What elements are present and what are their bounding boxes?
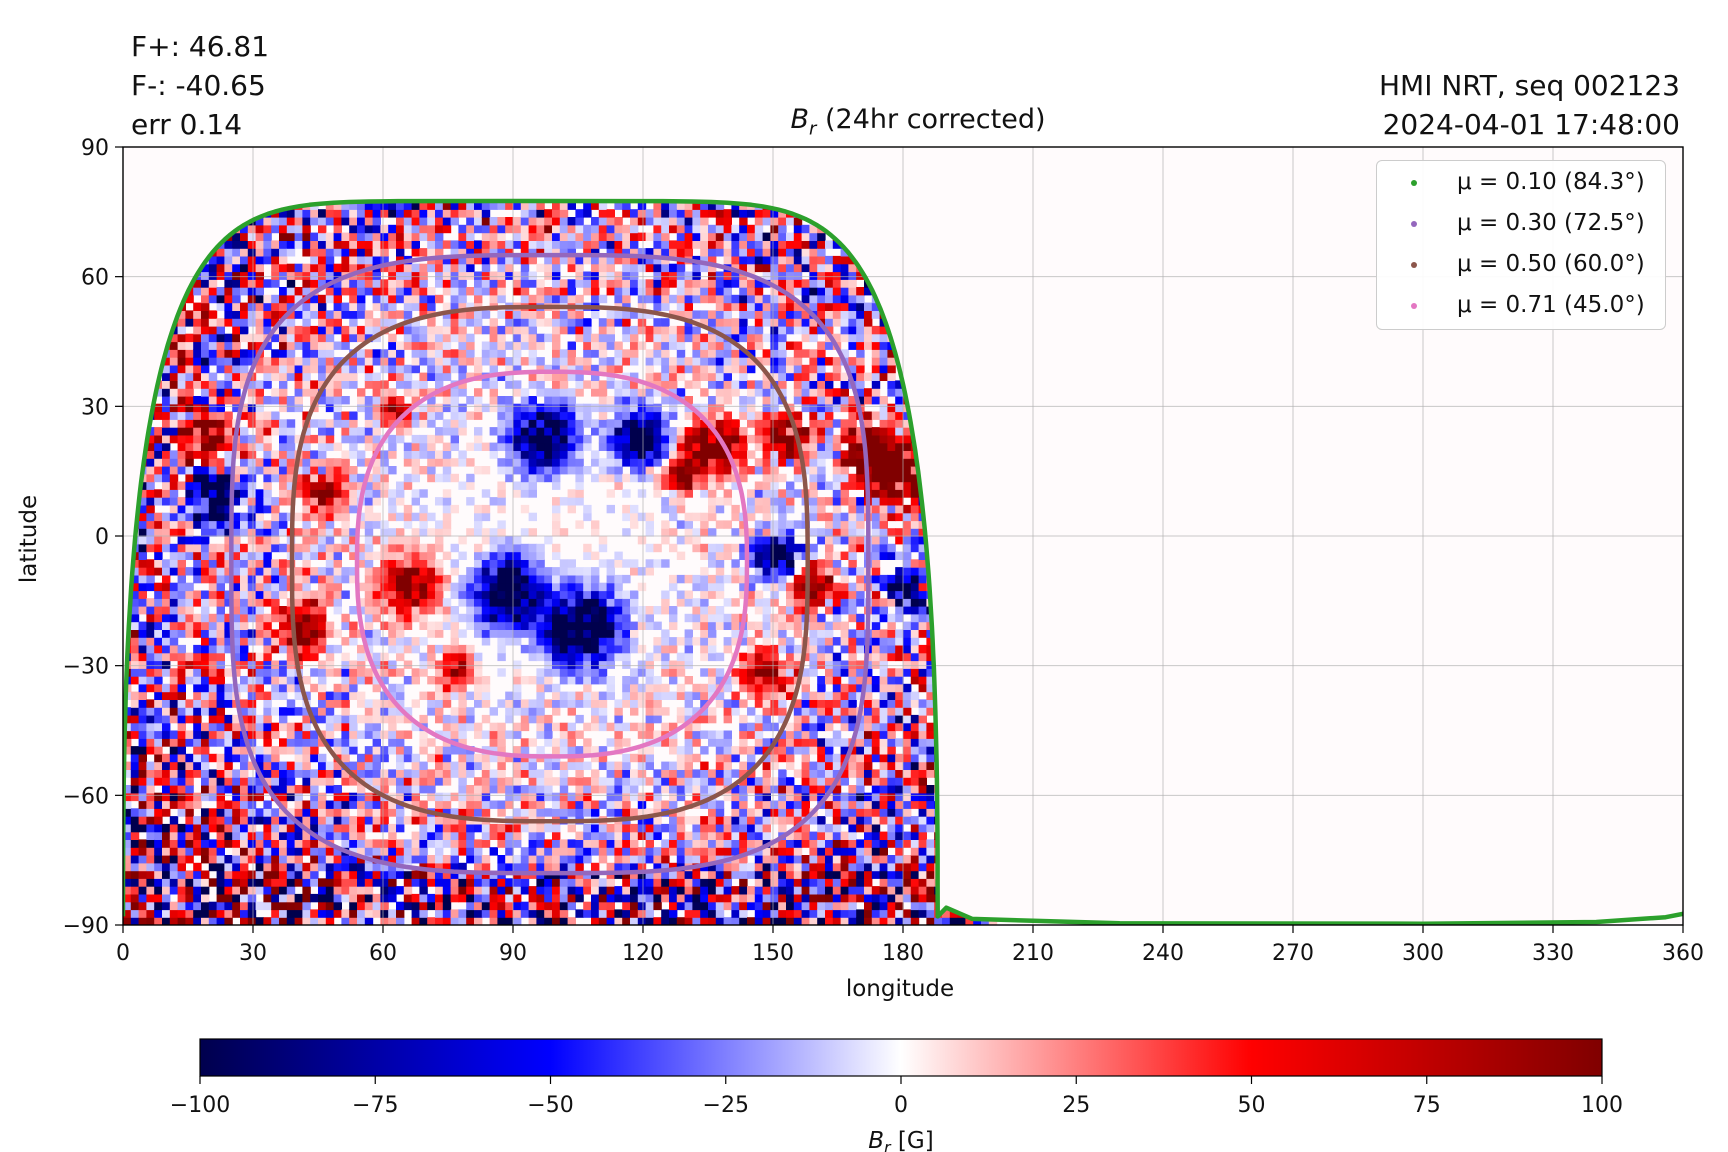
x-axis-ticks: 0 30 60 90 120 150 180 210 240 270 300 330 360 xyxy=(116,925,1704,966)
legend-item: μ = 0.50 (60.0°) xyxy=(1377,245,1665,285)
colorbar-tick-label: 75 xyxy=(1413,1093,1441,1118)
colorbar-tick-label: −25 xyxy=(703,1093,749,1118)
x-tick-label: 60 xyxy=(369,941,397,966)
x-tick-label: 360 xyxy=(1662,941,1704,966)
colorbar-label-symbol: B xyxy=(868,1128,884,1152)
contour-line-mu-0-10 xyxy=(123,198,1683,925)
colorbar-tick-label: 0 xyxy=(894,1093,908,1118)
x-tick-label: 0 xyxy=(116,941,130,966)
flux-error: err 0.14 xyxy=(131,108,243,141)
y-axis-ticks: −90 −60 −30 0 30 60 90 xyxy=(63,136,123,939)
colorbar-tick-label: −100 xyxy=(170,1093,230,1118)
contour-line-mu-0-71 xyxy=(354,369,750,759)
mu-contours xyxy=(123,198,1683,925)
y-tick-label: −60 xyxy=(63,784,109,809)
y-tick-label: 60 xyxy=(81,266,109,291)
data-source: HMI NRT, seq 002123 xyxy=(1378,69,1680,102)
title-symbol: B xyxy=(790,104,810,135)
title-text: (24hr corrected) xyxy=(816,104,1046,135)
y-tick-label: 30 xyxy=(81,395,109,420)
x-tick-label: 210 xyxy=(1012,941,1054,966)
legend-marker xyxy=(1411,180,1417,186)
colorbar-label-subscript: r xyxy=(884,1138,892,1152)
colorbar-tick-label: 100 xyxy=(1581,1093,1623,1118)
observation-timestamp: 2024-04-01 17:48:00 xyxy=(1382,108,1680,141)
legend-marker xyxy=(1411,262,1417,268)
x-tick-label: 270 xyxy=(1272,941,1314,966)
y-tick-label: 0 xyxy=(95,525,109,550)
flux-positive: F+: 46.81 xyxy=(131,30,270,63)
contour-line-mu-0-50 xyxy=(289,304,810,824)
x-axis-label: longitude xyxy=(846,976,954,1002)
colorbar-label: Br [G] xyxy=(868,1128,933,1152)
colorbar-tick-label: −75 xyxy=(352,1093,398,1118)
x-tick-label: 330 xyxy=(1532,941,1574,966)
legend-item: μ = 0.30 (72.5°) xyxy=(1377,204,1665,244)
legend-marker xyxy=(1411,221,1417,227)
colorbar: −100 −75 −50 −25 0 25 50 75 100 Br [G] xyxy=(170,1038,1623,1152)
y-tick-label: −30 xyxy=(63,655,109,680)
grid-lines xyxy=(123,147,1683,925)
legend-marker xyxy=(1411,303,1417,309)
x-tick-label: 300 xyxy=(1402,941,1444,966)
x-tick-label: 150 xyxy=(752,941,794,966)
flux-negative: F-: -40.65 xyxy=(131,69,266,102)
x-tick-label: 180 xyxy=(882,941,924,966)
x-tick-label: 30 xyxy=(239,941,267,966)
colorbar-gradient xyxy=(199,1038,1603,1077)
x-tick-label: 120 xyxy=(622,941,664,966)
legend-label: μ = 0.71 (45.0°) xyxy=(1457,292,1645,318)
contour-line-mu-0-30 xyxy=(229,252,871,876)
y-axis-label: latitude xyxy=(16,495,42,583)
legend-item: μ = 0.10 (84.3°) xyxy=(1377,163,1665,203)
x-tick-label: 90 xyxy=(499,941,527,966)
colorbar-label-units: [G] xyxy=(891,1128,934,1152)
y-tick-label: 90 xyxy=(81,136,109,161)
colorbar-tick-label: −50 xyxy=(527,1093,573,1118)
colorbar-tick-label: 50 xyxy=(1238,1093,1266,1118)
chart-title: Br (24hr corrected) xyxy=(790,104,1045,139)
title-subscript: r xyxy=(809,118,817,140)
x-tick-label: 240 xyxy=(1142,941,1184,966)
colorbar-tick-label: 25 xyxy=(1062,1093,1090,1118)
colorbar-ticks: −100 −75 −50 −25 0 25 50 75 100 xyxy=(170,1076,1623,1118)
legend: μ = 0.10 (84.3°) μ = 0.30 (72.5°) μ = 0.… xyxy=(1376,160,1666,330)
legend-item: μ = 0.71 (45.0°) xyxy=(1377,286,1665,326)
legend-label: μ = 0.10 (84.3°) xyxy=(1457,169,1645,195)
y-tick-label: −90 xyxy=(63,914,109,939)
legend-label: μ = 0.30 (72.5°) xyxy=(1457,210,1645,236)
legend-label: μ = 0.50 (60.0°) xyxy=(1457,251,1645,277)
